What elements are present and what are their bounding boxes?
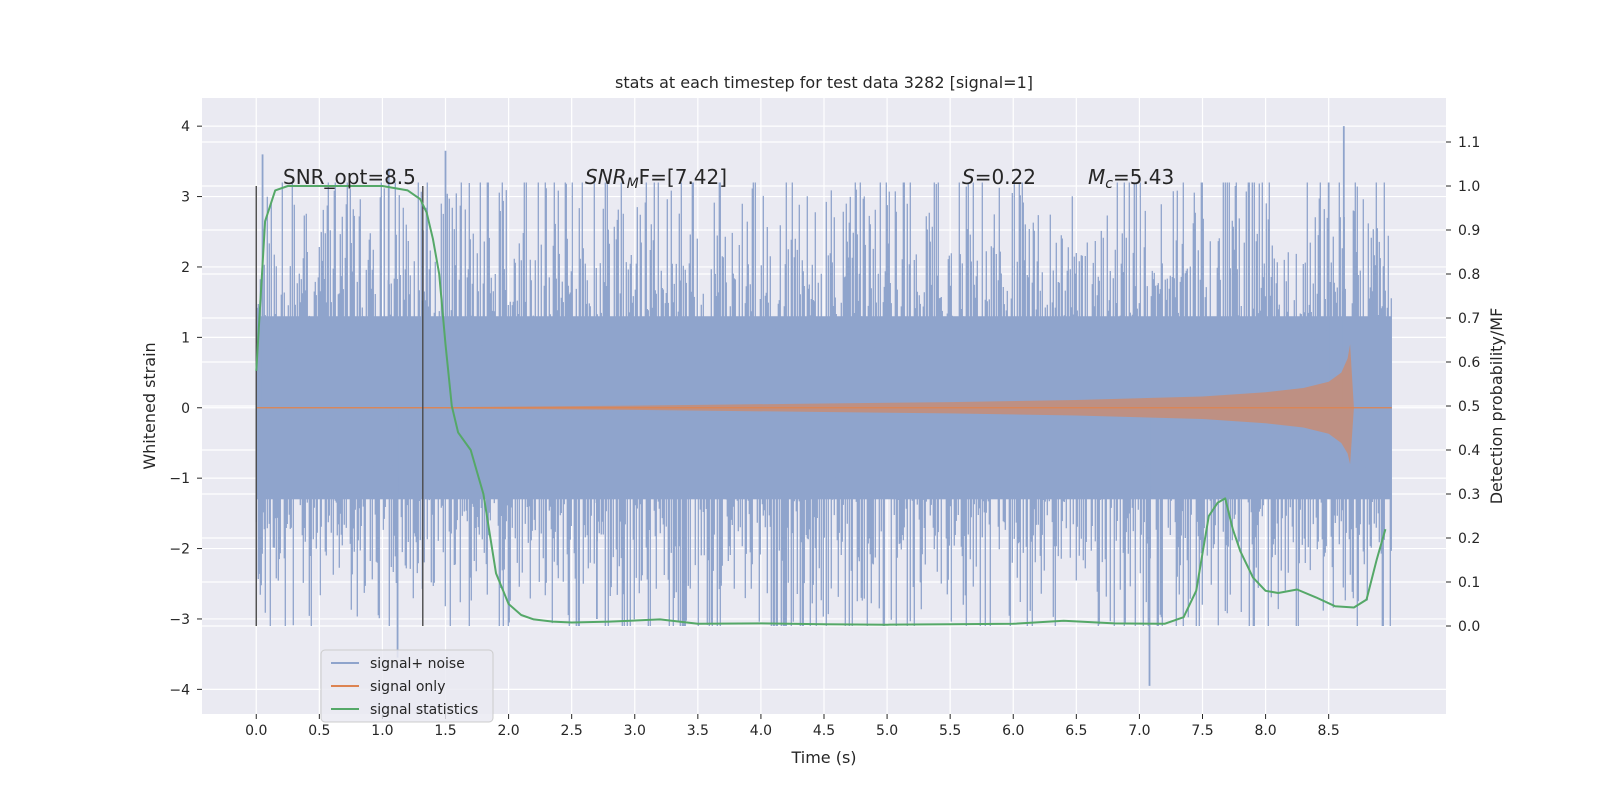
chart-title: stats at each timestep for test data 328… — [615, 73, 1033, 92]
y-right-tick-label: 1.1 — [1458, 135, 1480, 151]
x-tick-label: 7.0 — [1128, 723, 1150, 739]
x-tick-label: 0.0 — [245, 723, 267, 739]
x-axis-title: Time (s) — [790, 748, 856, 767]
x-tick-label: 6.0 — [1002, 723, 1024, 739]
annotation-s: S=0.22 — [962, 165, 1036, 189]
y-right-tick-label: 0.5 — [1458, 399, 1480, 415]
x-tick-label: 5.5 — [939, 723, 961, 739]
y-axis-left-title: Whitened strain — [140, 342, 159, 469]
y-axis-left-ticks: 4 3 2 1 0 −1 −2 −3 −4 — [169, 119, 202, 698]
x-tick-label: 1.0 — [371, 723, 393, 739]
series-signal-only — [256, 344, 1392, 465]
y-left-tick-label: −1 — [169, 471, 190, 487]
x-tick-label: 0.5 — [308, 723, 330, 739]
annotation-snr-mf-subscript: M — [627, 176, 639, 192]
annotation-mc-subscript: c — [1105, 176, 1113, 192]
y-left-tick-label: 2 — [181, 260, 190, 276]
x-tick-label: 4.0 — [750, 723, 772, 739]
y-left-tick-label: −4 — [169, 682, 190, 698]
series-signal-statistics — [255, 185, 1387, 626]
annotation-snr-mf-value: F=[7.42] — [639, 165, 727, 189]
y-left-tick-label: 3 — [181, 190, 190, 206]
x-tick-label: 6.5 — [1065, 723, 1087, 739]
annotation-snr-mf: SNRMF=[7.42] — [585, 165, 727, 192]
x-tick-label: 7.5 — [1191, 723, 1213, 739]
y-left-tick-label: −2 — [169, 542, 190, 558]
annotation-snr-opt: SNR_opt=8.5 — [283, 165, 416, 189]
annotation-mc-value: =5.43 — [1113, 165, 1174, 189]
y-right-tick-label: 0.6 — [1458, 355, 1480, 371]
legend-label-signal-plus-noise: signal+ noise — [370, 656, 465, 672]
y-right-tick-label: 0.8 — [1458, 267, 1480, 283]
x-axis-ticks: 0.0 0.5 1.0 1.5 2.0 2.5 3.0 3.5 4.0 4.5 5.0 5.5 6.0 6… — [245, 714, 1340, 739]
y-axis-right-title: Detection probability/MF — [1487, 308, 1506, 505]
x-tick-label: 5.0 — [876, 723, 898, 739]
x-tick-label: 4.5 — [813, 723, 835, 739]
y-left-tick-label: 0 — [181, 401, 190, 417]
y-right-tick-label: 0.3 — [1458, 487, 1480, 503]
y-right-tick-label: 0.0 — [1458, 619, 1480, 635]
x-tick-label: 2.0 — [497, 723, 519, 739]
signal-only-envelope — [256, 344, 1392, 465]
vertical-markers — [255, 186, 424, 626]
x-tick-label: 8.0 — [1254, 723, 1276, 739]
annotation-s-value: =0.22 — [975, 165, 1036, 189]
legend-label-signal-statistics: signal statistics — [370, 702, 478, 718]
y-left-tick-label: 1 — [181, 330, 190, 346]
annotation-s-symbol: S — [962, 165, 975, 189]
y-left-tick-label: 4 — [181, 119, 190, 135]
x-tick-label: 3.0 — [624, 723, 646, 739]
x-tick-label: 2.5 — [561, 723, 583, 739]
y-right-tick-label: 0.2 — [1458, 531, 1480, 547]
legend: signal+ noise signal only signal statist… — [320, 649, 494, 723]
y-right-tick-label: 1.0 — [1458, 179, 1480, 195]
x-tick-label: 8.5 — [1318, 723, 1340, 739]
legend-box — [320, 649, 494, 723]
annotation-snr-mf-symbol: SNR — [585, 165, 627, 189]
y-left-tick-label: −3 — [169, 612, 190, 628]
legend-label-signal-only: signal only — [370, 679, 445, 695]
y-right-tick-label: 0.4 — [1458, 443, 1480, 459]
annotation-mc: Mc=5.43 — [1088, 165, 1174, 192]
signal-statistics-line — [255, 185, 1387, 626]
y-right-tick-label: 0.9 — [1458, 223, 1480, 239]
x-tick-label: 1.5 — [434, 723, 456, 739]
y-right-tick-label: 0.1 — [1458, 575, 1480, 591]
y-axis-right-ticks: 1.1 1.0 0.9 0.8 0.7 0.6 0.5 0.4 0.3 0.2 0.1 0.0 — [1446, 135, 1480, 635]
annotation-mc-symbol: M — [1088, 165, 1105, 189]
y-right-tick-label: 0.7 — [1458, 311, 1480, 327]
x-tick-label: 3.5 — [687, 723, 709, 739]
